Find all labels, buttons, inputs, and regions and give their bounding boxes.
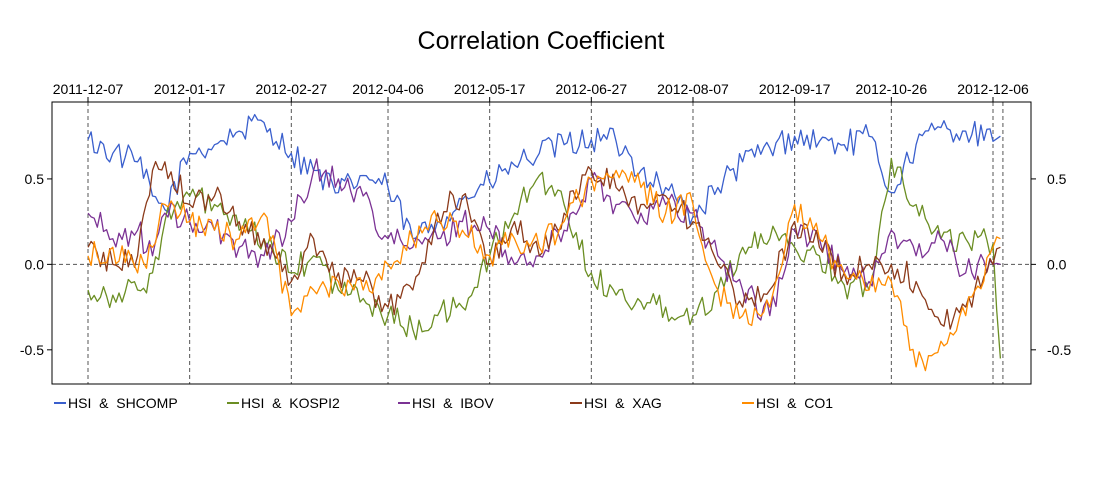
x-tick-label: 2011-12-07 [53, 81, 124, 97]
series-line-1 [87, 157, 1002, 359]
x-tick-label: 2012-06-27 [556, 81, 628, 97]
legend-label: HSI & SHCOMP [68, 395, 178, 411]
chart-title: Correlation Coefficient [418, 27, 665, 55]
y-tick-label-right: -0.5 [1047, 342, 1071, 358]
y-tick-labels: -0.5 -0.5 0.0 0.0 0.5 0.5 [20, 171, 1071, 358]
x-tick-label: 2012-02-27 [256, 81, 328, 97]
y-tick-label-left: 0.5 [25, 171, 45, 187]
legend-label: HSI & KOSPI2 [241, 395, 340, 411]
y-tick-label-left: 0.0 [25, 256, 45, 272]
x-tick-labels: 2011-12-07 2012-01-17 2012-02-27 2012-04-06… [53, 81, 1029, 102]
x-tick-label: 2012-05-17 [454, 81, 526, 97]
legend: HSI & SHCOMP HSI & KOSPI2 HSI & IBOV HSI & … [54, 395, 833, 411]
y-tick-label-left: -0.5 [20, 342, 44, 358]
series-line-2 [87, 158, 1001, 321]
series-line-4 [87, 169, 1001, 372]
x-tick-label: 2012-09-17 [759, 81, 831, 97]
x-tick-label: 2012-04-06 [352, 81, 424, 97]
x-tick-label: 2012-08-07 [657, 81, 729, 97]
legend-label: HSI & XAG [584, 395, 662, 411]
plot-frame [51, 101, 1032, 385]
series-layer [87, 113, 1002, 372]
x-tick-label: 2012-12-06 [957, 81, 1029, 97]
x-tick-label: 2012-10-26 [856, 81, 928, 97]
y-tick-label-right: 0.0 [1047, 256, 1067, 272]
series-line-0 [87, 113, 1001, 240]
grid-layer [52, 102, 1031, 384]
x-tick-label: 2012-01-17 [154, 81, 226, 97]
legend-label: HSI & CO1 [756, 395, 833, 411]
y-tick-label-right: 0.5 [1047, 171, 1067, 187]
legend-label: HSI & IBOV [412, 395, 494, 411]
